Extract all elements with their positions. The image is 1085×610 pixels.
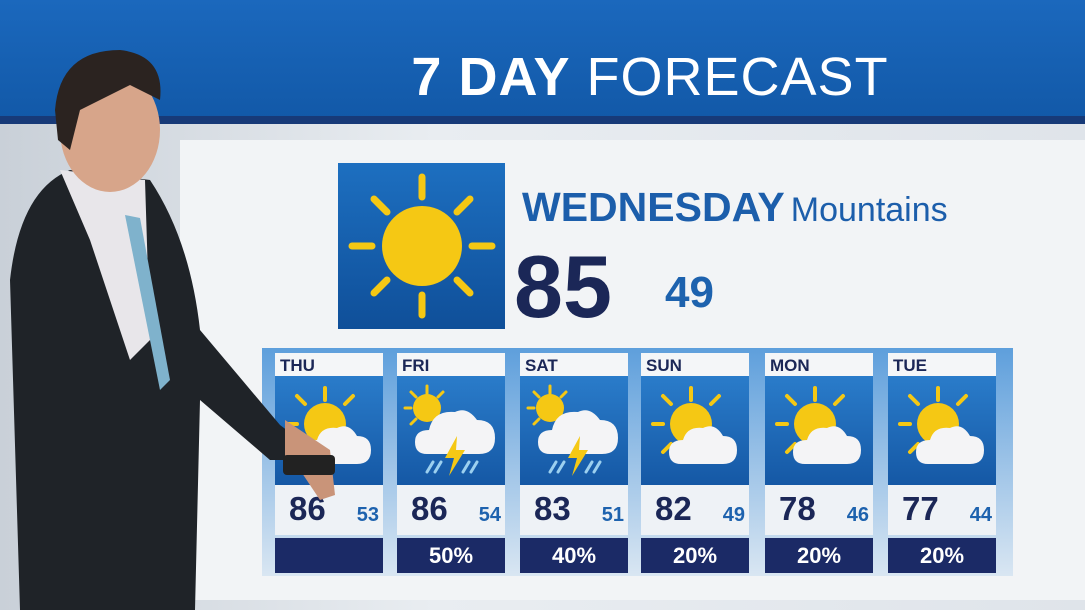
- day-label: FRI: [397, 353, 505, 376]
- high-temp: 83: [534, 490, 571, 527]
- day-label: SAT: [520, 353, 628, 376]
- low-temp: 49: [722, 504, 745, 526]
- day-label: SUN: [641, 353, 749, 376]
- today-day-label: WEDNESDAY: [522, 184, 785, 230]
- partly-cloudy-icon: [888, 376, 996, 485]
- title-regular: FORECAST: [586, 47, 889, 107]
- partly-cloudy-icon: [765, 376, 873, 485]
- partly-cloudy-icon: [641, 376, 749, 485]
- precip-chance: 20%: [765, 538, 873, 573]
- thunderstorm-icon: [397, 376, 505, 485]
- temps: 86 54: [397, 485, 505, 535]
- day-label: MON: [765, 353, 873, 376]
- page-title: 7 DAY FORECAST: [0, 46, 1085, 108]
- low-temp: 44: [969, 504, 992, 526]
- title-bold: 7 DAY: [411, 47, 571, 107]
- precip-chance: 50%: [397, 538, 505, 573]
- day-label: TUE: [888, 353, 996, 376]
- precip-chance: 40%: [520, 538, 628, 573]
- region-label: Mountains: [790, 191, 948, 229]
- temps: 77 44: [888, 485, 996, 535]
- today-day: WEDNESDAY Mountains: [522, 184, 948, 231]
- precip-chance: [275, 538, 383, 573]
- banner-divider: [0, 116, 1085, 124]
- low-temp: 53: [356, 504, 379, 526]
- temps: 83 51: [520, 485, 628, 535]
- today-high: 85: [514, 237, 612, 336]
- thunderstorm-icon: [520, 376, 628, 485]
- high-temp: 86: [411, 490, 448, 527]
- low-temp: 54: [478, 504, 501, 526]
- day-forecast-fri: FRI 86 54 50%: [397, 353, 505, 573]
- day-label: THU: [275, 353, 383, 376]
- precip-chance: 20%: [888, 538, 996, 573]
- low-temp: 51: [601, 504, 624, 526]
- precip-chance: 20%: [641, 538, 749, 573]
- daily-forecast-strip: [262, 348, 1013, 576]
- high-temp: 78: [779, 490, 816, 527]
- temps: 82 49: [641, 485, 749, 535]
- day-forecast-sun: SUN 82 49 20%: [641, 353, 749, 573]
- day-forecast-sat: SAT 83 51 40%: [520, 353, 628, 573]
- today-low: 49: [665, 268, 714, 317]
- presenter: [10, 50, 335, 610]
- title-banner: [0, 0, 1085, 118]
- day-forecast-mon: MON 78 46 20%: [765, 353, 873, 573]
- high-temp: 82: [655, 490, 692, 527]
- high-temp: 77: [902, 490, 939, 527]
- low-temp: 46: [846, 504, 869, 526]
- temps: 78 46: [765, 485, 873, 535]
- day-forecast-tue: TUE 77 44 20%: [888, 353, 996, 573]
- sunny-icon: [338, 163, 505, 329]
